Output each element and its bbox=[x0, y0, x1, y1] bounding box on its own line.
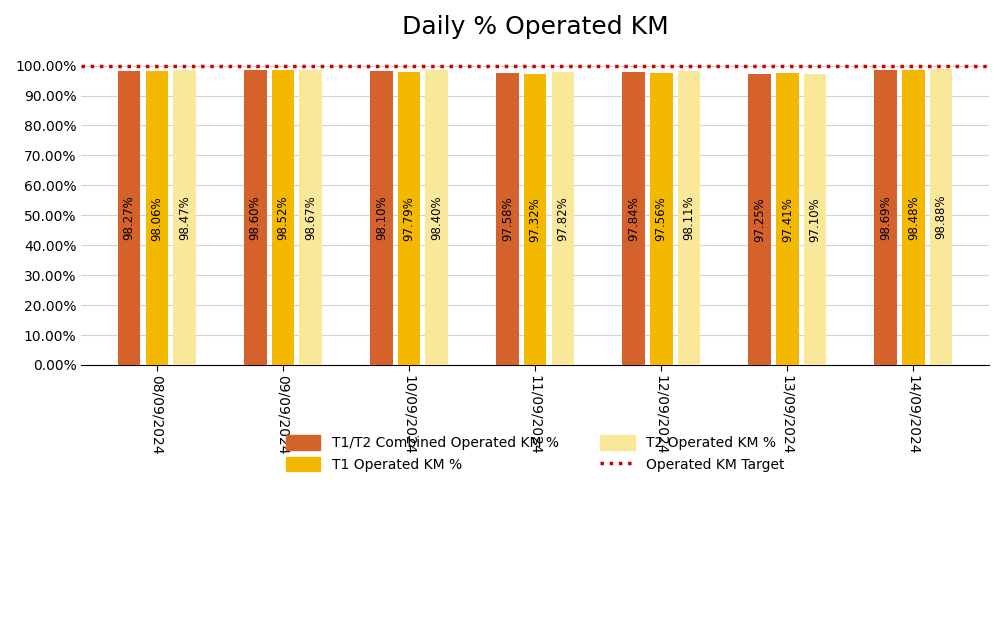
Text: 97.10%: 97.10% bbox=[807, 197, 820, 242]
Text: 98.11%: 98.11% bbox=[682, 196, 695, 241]
Text: 98.52%: 98.52% bbox=[276, 195, 289, 240]
Text: 98.48%: 98.48% bbox=[906, 195, 919, 240]
Text: 97.56%: 97.56% bbox=[654, 197, 667, 241]
Bar bbox=[495, 73, 519, 365]
Bar bbox=[272, 70, 294, 365]
Text: 98.10%: 98.10% bbox=[374, 196, 387, 241]
Text: 98.27%: 98.27% bbox=[122, 196, 135, 240]
Text: 97.41%: 97.41% bbox=[780, 197, 793, 241]
Text: 98.67%: 98.67% bbox=[304, 195, 317, 239]
Bar bbox=[802, 74, 825, 365]
Text: 98.06%: 98.06% bbox=[150, 196, 163, 241]
Bar bbox=[397, 72, 420, 365]
Bar bbox=[622, 72, 644, 365]
Bar bbox=[677, 71, 699, 365]
Text: 98.40%: 98.40% bbox=[430, 196, 443, 240]
Bar bbox=[524, 74, 546, 365]
Bar bbox=[425, 70, 447, 365]
Text: 97.84%: 97.84% bbox=[626, 196, 639, 241]
Bar bbox=[244, 70, 267, 365]
Bar bbox=[649, 73, 672, 365]
Bar bbox=[369, 71, 392, 365]
Bar bbox=[775, 74, 797, 365]
Text: 98.69%: 98.69% bbox=[879, 195, 892, 239]
Bar bbox=[299, 70, 322, 365]
Bar bbox=[117, 71, 140, 365]
Bar bbox=[874, 70, 896, 365]
Bar bbox=[145, 72, 169, 365]
Text: 98.88%: 98.88% bbox=[934, 195, 947, 239]
Text: 98.47%: 98.47% bbox=[178, 195, 191, 240]
Text: 97.79%: 97.79% bbox=[402, 196, 415, 241]
Bar bbox=[901, 70, 924, 365]
Text: 97.58%: 97.58% bbox=[500, 197, 514, 241]
Bar bbox=[929, 69, 952, 365]
Legend: T1/T2 Combined Operated KM %, T1 Operated KM %, T2 Operated KM %, Operated KM Ta: T1/T2 Combined Operated KM %, T1 Operate… bbox=[280, 430, 789, 478]
Bar bbox=[551, 72, 574, 365]
Text: 98.60%: 98.60% bbox=[249, 195, 262, 239]
Bar bbox=[747, 74, 770, 365]
Text: 97.82%: 97.82% bbox=[556, 196, 569, 241]
Bar bbox=[174, 70, 196, 365]
Title: Daily % Operated KM: Daily % Operated KM bbox=[401, 15, 668, 39]
Text: 97.32%: 97.32% bbox=[529, 197, 541, 242]
Text: 97.25%: 97.25% bbox=[752, 197, 765, 242]
